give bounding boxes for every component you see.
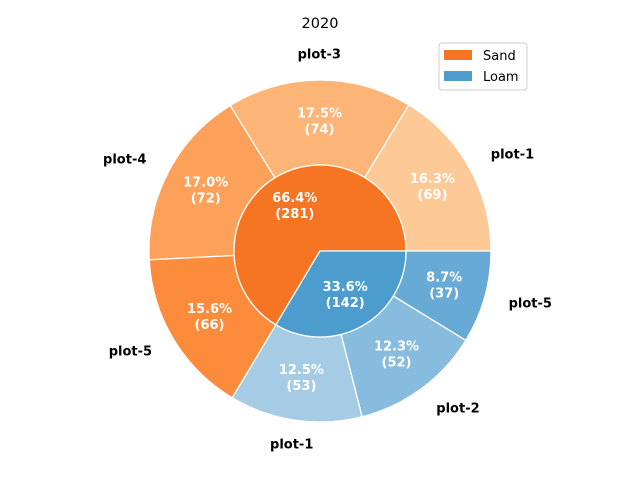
legend-swatch-sand (444, 50, 472, 60)
inner-pie (233, 164, 407, 338)
outer-percent-label: 15.6% (187, 302, 232, 317)
outer-count-label: (69) (417, 188, 447, 203)
inner-wedge-sand (233, 164, 407, 326)
legend-label-sand: Sand (483, 49, 516, 64)
inner-count-label: (142) (326, 296, 365, 311)
legend-swatch-loam (444, 71, 472, 81)
labels: plot-1 16.3%(69) plot-3 17.5%(74) plot-4 17.0… (103, 48, 552, 453)
outer-percent-label: 12.5% (279, 363, 324, 378)
inner-wedge-loam (275, 250, 407, 338)
outer-count-label: (53) (286, 379, 316, 394)
inner-count-label: (281) (275, 207, 314, 222)
outer-count-label: (52) (382, 355, 412, 370)
outer-count-label: (74) (305, 123, 335, 138)
outer-count-label: (66) (195, 318, 225, 333)
outer-percent-label: 17.0% (183, 176, 228, 191)
legend-label-loam: Loam (483, 70, 519, 85)
outer-percent-label: 16.3% (410, 172, 455, 187)
outer-category-label: plot-1 (270, 437, 313, 452)
outer-category-label: plot-5 (109, 345, 152, 360)
inner-percent-label: 33.6% (323, 280, 368, 295)
outer-category-label: plot-1 (491, 147, 534, 162)
outer-count-label: (37) (429, 287, 459, 302)
legend: Sand Loam (438, 42, 528, 91)
outer-percent-label: 12.3% (374, 339, 419, 354)
outer-category-label: plot-3 (298, 48, 341, 63)
outer-percent-label: 17.5% (297, 107, 342, 122)
outer-category-label: plot-2 (436, 401, 479, 416)
inner-percent-label: 66.4% (272, 191, 317, 206)
outer-count-label: (72) (191, 192, 221, 207)
outer-category-label: plot-4 (103, 153, 146, 168)
outer-percent-label: 8.7% (426, 271, 462, 286)
chart-title: 2020 (302, 16, 339, 32)
outer-category-label: plot-5 (509, 297, 552, 312)
outer-ring (148, 79, 492, 423)
